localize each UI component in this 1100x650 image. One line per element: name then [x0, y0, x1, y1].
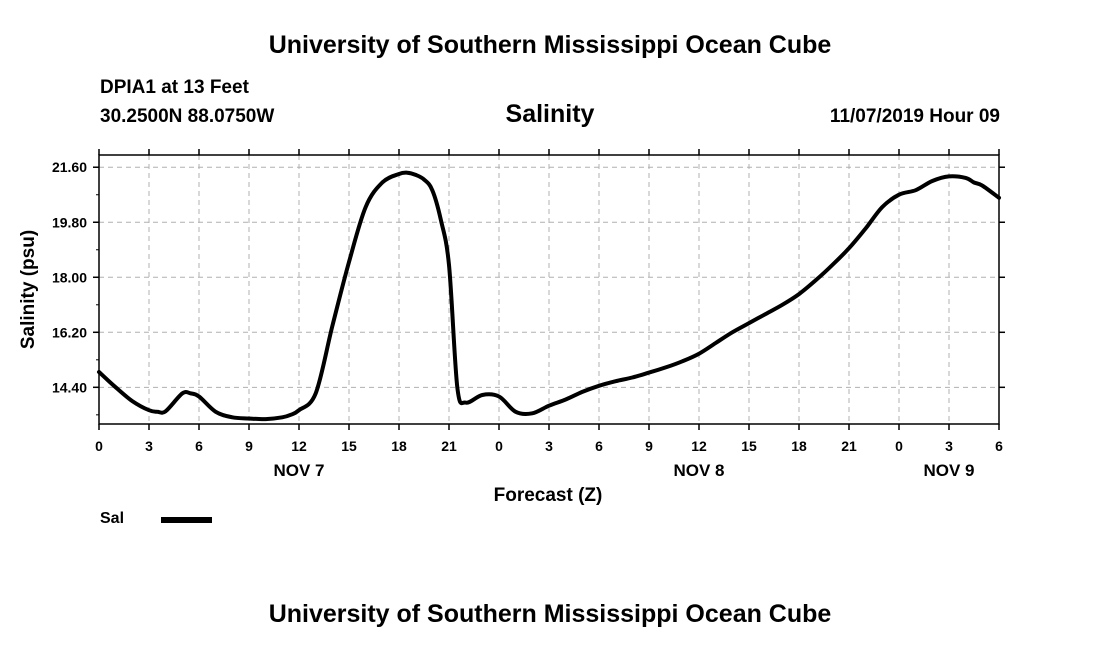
- x-tick-label: 12: [691, 438, 707, 454]
- x-tick-label: 21: [841, 438, 857, 454]
- series-line-sal: [97, 170, 1001, 422]
- x-tick-label: 6: [195, 438, 203, 454]
- y-tick-label: 21.60: [52, 159, 87, 175]
- day-label: NOV 9: [923, 461, 974, 480]
- day-label: NOV 8: [673, 461, 724, 480]
- y-axis-label: Salinity (psu): [18, 230, 39, 349]
- page-title: University of Southern Mississippi Ocean…: [268, 31, 832, 59]
- chart-title: Salinity: [505, 100, 595, 128]
- x-tick-label: 3: [545, 438, 553, 454]
- x-tick-label: 6: [595, 438, 603, 454]
- x-tick-label: 9: [245, 438, 253, 454]
- legend-swatch: [161, 517, 212, 523]
- footer-title: University of Southern Mississippi Ocean…: [268, 600, 832, 628]
- x-tick-label: 15: [341, 438, 357, 454]
- y-tick-label: 19.80: [52, 214, 87, 230]
- x-axis-label: Forecast (Z): [494, 485, 603, 506]
- x-tick-label: 21: [441, 438, 457, 454]
- legend-label: Sal: [100, 510, 125, 527]
- y-tick-label: 18.00: [52, 269, 87, 285]
- x-tick-label: 0: [95, 438, 103, 454]
- x-tick-label: 3: [145, 438, 153, 454]
- forecast-timestamp: 11/07/2019 Hour 09: [829, 106, 1000, 127]
- x-tick-label: 12: [291, 438, 307, 454]
- grid: [99, 155, 999, 424]
- station-coordinates: 30.2500N 88.0750W: [100, 106, 275, 127]
- x-tick-label: 15: [741, 438, 757, 454]
- y-tick-label: 14.40: [52, 379, 87, 395]
- x-tick-label: 3: [945, 438, 953, 454]
- x-tick-label: 9: [645, 438, 653, 454]
- x-tick-label: 0: [895, 438, 903, 454]
- station-label: DPIA1 at 13 Feet: [100, 77, 249, 98]
- series-layer: [97, 170, 1001, 422]
- x-tick-label: 18: [791, 438, 807, 454]
- day-label: NOV 7: [273, 461, 324, 480]
- y-tick-label: 16.20: [52, 324, 87, 340]
- x-tick-label: 0: [495, 438, 503, 454]
- x-tick-label: 18: [391, 438, 407, 454]
- x-tick-label: 6: [995, 438, 1003, 454]
- axis-ticks: 0 3 6 9 12 15 18 21 0 3 6 9 12 15 18 21 0 3 6 14.40 16.20 18.…: [52, 149, 1005, 480]
